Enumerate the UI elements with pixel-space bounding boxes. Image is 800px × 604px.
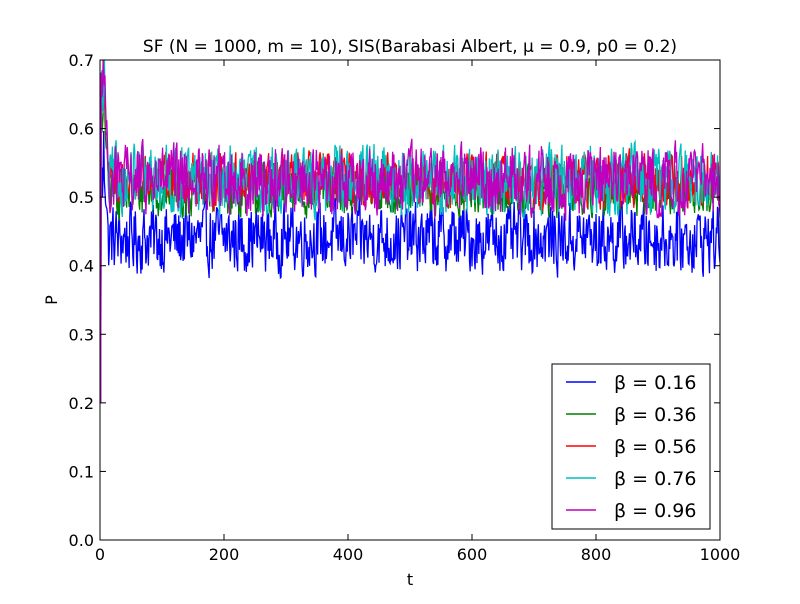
series-layer	[100, 60, 720, 404]
legend-label-1: β = 0.16	[614, 372, 696, 394]
plot-frame	[99, 59, 721, 541]
legend: β = 0.16 β = 0.36 β = 0.56 β = 0.76 β = 0.96	[551, 363, 711, 530]
legend-label-3: β = 0.56	[614, 436, 696, 458]
y-tick-label: 0.5	[69, 188, 94, 207]
x-tick-label: 1000	[700, 545, 741, 564]
y-tick-label: 0.1	[69, 462, 94, 481]
x-tick-label: 600	[457, 545, 488, 564]
series-line-1	[100, 131, 720, 404]
x-tick-label: 800	[581, 545, 612, 564]
y-tick-label: 0.2	[69, 394, 94, 413]
y-tick-label: 0.4	[69, 257, 94, 276]
y-tick-label: 0.6	[69, 120, 94, 139]
x-tick-label: 0	[95, 545, 105, 564]
legend-label-2: β = 0.36	[614, 404, 696, 426]
y-axis-label: P	[42, 295, 61, 305]
y-tick-label: 0.7	[69, 51, 94, 70]
x-axis-label: t	[407, 570, 413, 589]
y-tick-label: 0.3	[69, 325, 94, 344]
legend-label-4: β = 0.76	[614, 468, 696, 490]
series-line-5	[100, 60, 720, 404]
axis-ticks: 0 200 400 600 800 1000 0.0 0.1 0.2 0.3 0.4 0.5 0.6 0.…	[69, 51, 741, 564]
x-tick-label: 200	[209, 545, 240, 564]
y-tick-label: 0.0	[69, 531, 94, 550]
x-tick-label: 400	[333, 545, 364, 564]
chart-title: SF (N = 1000, m = 10), SIS(Barabasi Albe…	[143, 37, 677, 57]
legend-label-5: β = 0.96	[614, 500, 696, 522]
